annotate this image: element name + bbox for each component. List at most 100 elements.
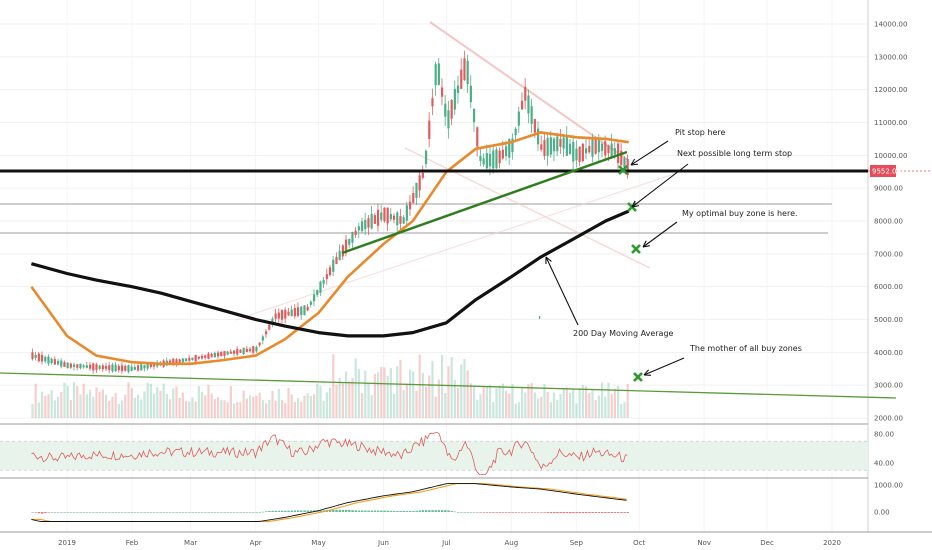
volume-bar	[376, 372, 380, 418]
macd-histogram-bar	[309, 510, 313, 512]
volume-bar	[133, 397, 136, 418]
macd-histogram-bar	[31, 512, 34, 513]
volume-bar	[248, 395, 252, 418]
macd-histogram-bar	[108, 512, 111, 513]
candle-body	[172, 358, 175, 366]
macd-histogram-bar	[127, 512, 130, 513]
macd-histogram-bar	[380, 510, 383, 512]
volume-bar	[498, 385, 501, 418]
candle-body	[306, 306, 309, 311]
volume-bar	[450, 357, 453, 418]
macd-histogram-bar	[415, 510, 418, 512]
candle-body	[111, 364, 114, 372]
candle-body	[149, 364, 152, 368]
candle-body	[319, 281, 322, 293]
volume-bar	[604, 396, 607, 418]
macd-histogram-bar	[181, 512, 185, 513]
candle-body	[290, 309, 293, 317]
macd-histogram-bar	[597, 512, 601, 513]
volume-bar	[207, 384, 210, 418]
macd-histogram-bar	[114, 512, 117, 513]
volume-bar	[501, 383, 504, 418]
candle-body	[178, 359, 181, 363]
candle-body	[421, 172, 424, 178]
volume-bar	[370, 395, 373, 418]
volume-bar	[373, 373, 376, 418]
macd-histogram-bar	[488, 512, 492, 513]
volume-bar	[66, 385, 69, 418]
candle-body	[380, 212, 383, 220]
macd-histogram-bar	[613, 512, 617, 513]
macd-histogram-bar	[338, 509, 341, 512]
volume-bar	[111, 396, 114, 418]
annotation-arrow	[643, 357, 685, 376]
volume-bar	[348, 381, 351, 418]
volume-bar	[159, 390, 162, 418]
candle-body	[623, 157, 626, 168]
macd-histogram-bar	[34, 512, 37, 513]
volume-bar	[588, 393, 591, 418]
macd-histogram-bar	[357, 510, 361, 512]
annotation-arrow	[545, 256, 579, 326]
candle-body	[495, 149, 498, 169]
volume-bar	[607, 382, 610, 418]
candle-body	[437, 63, 440, 85]
macd-histogram-bar	[421, 510, 425, 512]
macd-histogram-bar	[469, 512, 473, 513]
candle-body	[252, 346, 255, 353]
macd-histogram-bar	[584, 512, 588, 513]
annotation-arrow-head	[631, 200, 639, 208]
volume-bar	[341, 383, 344, 418]
macd-histogram-bar	[47, 512, 50, 513]
candle-body	[325, 274, 328, 279]
macd-histogram-bar	[149, 512, 153, 513]
price-tick-label: 8000.00	[874, 218, 903, 226]
candle-body	[460, 69, 463, 89]
price-tick-label: 9000.00	[874, 185, 903, 193]
volume-bar	[418, 354, 421, 418]
macd-histogram-bar	[552, 512, 556, 514]
volume-bar	[191, 397, 194, 418]
candle-body	[210, 353, 213, 358]
volume-bar	[114, 393, 117, 418]
volume-bar	[460, 364, 463, 418]
macd-histogram-bar	[37, 512, 41, 514]
macd-histogram-bar	[156, 512, 159, 513]
candle-body	[485, 153, 488, 169]
annotation-arrow	[631, 163, 689, 208]
macd-histogram-bar	[111, 512, 114, 513]
annotation-mother: The mother of all buy zones	[689, 344, 802, 353]
macd-histogram-bar	[565, 512, 569, 514]
macd-histogram-bar	[572, 512, 575, 514]
candle-body	[31, 352, 34, 359]
macd-histogram-bar	[341, 509, 345, 512]
macd-histogram-bar	[479, 512, 482, 513]
candle-body	[328, 267, 332, 276]
macd-histogram-bar	[386, 510, 389, 512]
macd-histogram-bar	[220, 512, 223, 513]
price-tick-label: 2000.00	[874, 415, 903, 423]
candle-body	[552, 138, 556, 152]
volume-bar	[549, 402, 552, 418]
volume-bar	[312, 394, 316, 418]
annotation-arrow-head	[642, 240, 650, 248]
macd-histogram-bar	[245, 512, 249, 513]
volume-bar	[456, 388, 460, 418]
macd-histogram-bar	[210, 512, 213, 513]
macd-histogram-bar	[405, 510, 409, 512]
macd-histogram-bar	[306, 510, 309, 512]
candle-body	[309, 301, 312, 305]
macd-histogram-bar	[146, 512, 149, 513]
candle-body	[354, 230, 357, 236]
annotation-arrow-head	[630, 158, 639, 166]
volume-bar	[284, 403, 287, 418]
volume-bar	[412, 371, 415, 418]
macd-histogram-bar	[559, 512, 562, 514]
macd-histogram-bar	[300, 510, 303, 512]
volume-bar	[56, 396, 60, 418]
macd-histogram-bar	[466, 512, 469, 513]
candle-body	[76, 364, 79, 368]
macd-histogram-bar	[456, 512, 460, 513]
candle-body	[559, 138, 562, 147]
macd-histogram-bar	[508, 512, 511, 513]
